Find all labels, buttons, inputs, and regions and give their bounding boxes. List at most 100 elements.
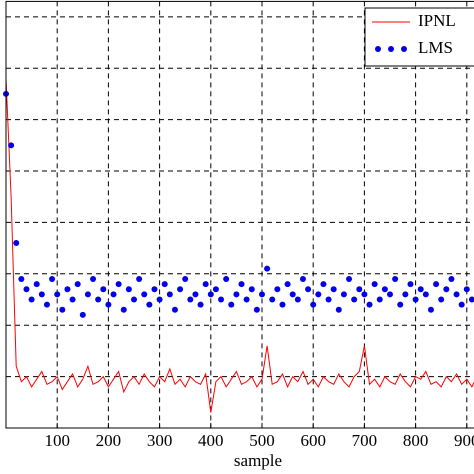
data-point xyxy=(79,311,86,318)
data-point xyxy=(407,281,414,288)
x-tick-label: 900 xyxy=(454,431,474,450)
data-point xyxy=(212,286,219,293)
data-point xyxy=(294,296,301,303)
data-point xyxy=(387,291,393,298)
data-point xyxy=(346,275,353,282)
data-point xyxy=(381,286,388,293)
x-axis-label: sample xyxy=(234,451,282,470)
data-point xyxy=(453,291,460,298)
data-point xyxy=(412,296,419,303)
data-point xyxy=(38,291,45,298)
data-point xyxy=(218,296,225,303)
data-point xyxy=(13,239,20,246)
data-point xyxy=(125,286,132,293)
data-point xyxy=(182,275,189,282)
legend-label: IPNL xyxy=(418,11,456,30)
data-point xyxy=(259,291,265,298)
plot-frame xyxy=(5,0,474,429)
legend-label: LMS xyxy=(418,38,453,57)
data-point xyxy=(54,291,61,298)
data-point xyxy=(468,296,474,303)
legend: IPNL LMS xyxy=(364,7,474,67)
data-point xyxy=(223,275,230,282)
data-point xyxy=(90,275,97,282)
data-point xyxy=(320,281,327,288)
data-point xyxy=(136,275,143,282)
data-point xyxy=(228,301,235,308)
data-point xyxy=(171,306,178,313)
data-point xyxy=(151,286,158,293)
data-line xyxy=(5,78,474,413)
data-point xyxy=(187,296,194,303)
data-point xyxy=(310,301,317,308)
data-point xyxy=(325,296,332,303)
x-tick-label: 600 xyxy=(300,431,326,450)
data-point xyxy=(351,296,358,303)
data-point xyxy=(33,281,40,288)
data-point xyxy=(264,265,271,272)
data-point xyxy=(402,291,409,298)
data-point xyxy=(18,275,25,282)
data-point xyxy=(59,306,66,313)
data-point xyxy=(284,281,291,288)
data-point xyxy=(105,301,112,308)
data-point xyxy=(8,142,15,149)
data-point xyxy=(69,296,76,303)
data-point xyxy=(43,301,50,308)
data-point xyxy=(161,281,168,288)
data-point xyxy=(335,306,342,313)
data-point xyxy=(366,301,373,308)
x-tick-label: 800 xyxy=(403,431,429,450)
data-point xyxy=(64,286,71,293)
data-point xyxy=(95,296,102,303)
data-point xyxy=(202,281,209,288)
data-point xyxy=(110,291,117,298)
data-point xyxy=(177,286,184,293)
data-point xyxy=(146,301,153,308)
data-point xyxy=(23,286,30,293)
data-point xyxy=(315,291,322,298)
data-point xyxy=(417,286,424,293)
data-point xyxy=(299,275,306,282)
data-point xyxy=(49,275,56,282)
data-point xyxy=(433,281,440,288)
data-point xyxy=(279,301,286,308)
data-point xyxy=(84,291,91,298)
data-point xyxy=(340,291,347,298)
data-point xyxy=(100,286,107,293)
data-point xyxy=(248,286,255,293)
data-point xyxy=(371,281,378,288)
data-point xyxy=(356,286,363,293)
data-point xyxy=(253,306,260,313)
x-tick-label: 200 xyxy=(96,431,122,450)
data-point xyxy=(74,281,81,288)
data-point xyxy=(376,296,383,303)
data-point xyxy=(463,286,470,293)
data-point xyxy=(397,301,404,308)
x-tick-label: 400 xyxy=(198,431,224,450)
data-point xyxy=(197,301,204,308)
data-point xyxy=(207,291,214,298)
data-point xyxy=(458,301,465,308)
data-point xyxy=(305,286,312,293)
data-point xyxy=(120,306,127,313)
data-point xyxy=(438,296,445,303)
legend-swatch xyxy=(401,46,407,52)
x-tick-label: 700 xyxy=(352,431,378,450)
data-point xyxy=(233,291,240,298)
data-point xyxy=(28,296,35,303)
data-point xyxy=(443,286,450,293)
data-point xyxy=(166,291,173,298)
data-point xyxy=(448,275,455,282)
data-point xyxy=(131,296,137,303)
data-point xyxy=(330,286,337,293)
x-tick-label: 500 xyxy=(249,431,275,450)
data-point xyxy=(422,291,429,298)
data-point xyxy=(192,291,199,298)
data-point xyxy=(238,281,245,288)
data-point xyxy=(361,291,368,298)
data-point xyxy=(141,291,148,298)
data-point xyxy=(269,296,276,303)
data-point xyxy=(427,306,434,313)
